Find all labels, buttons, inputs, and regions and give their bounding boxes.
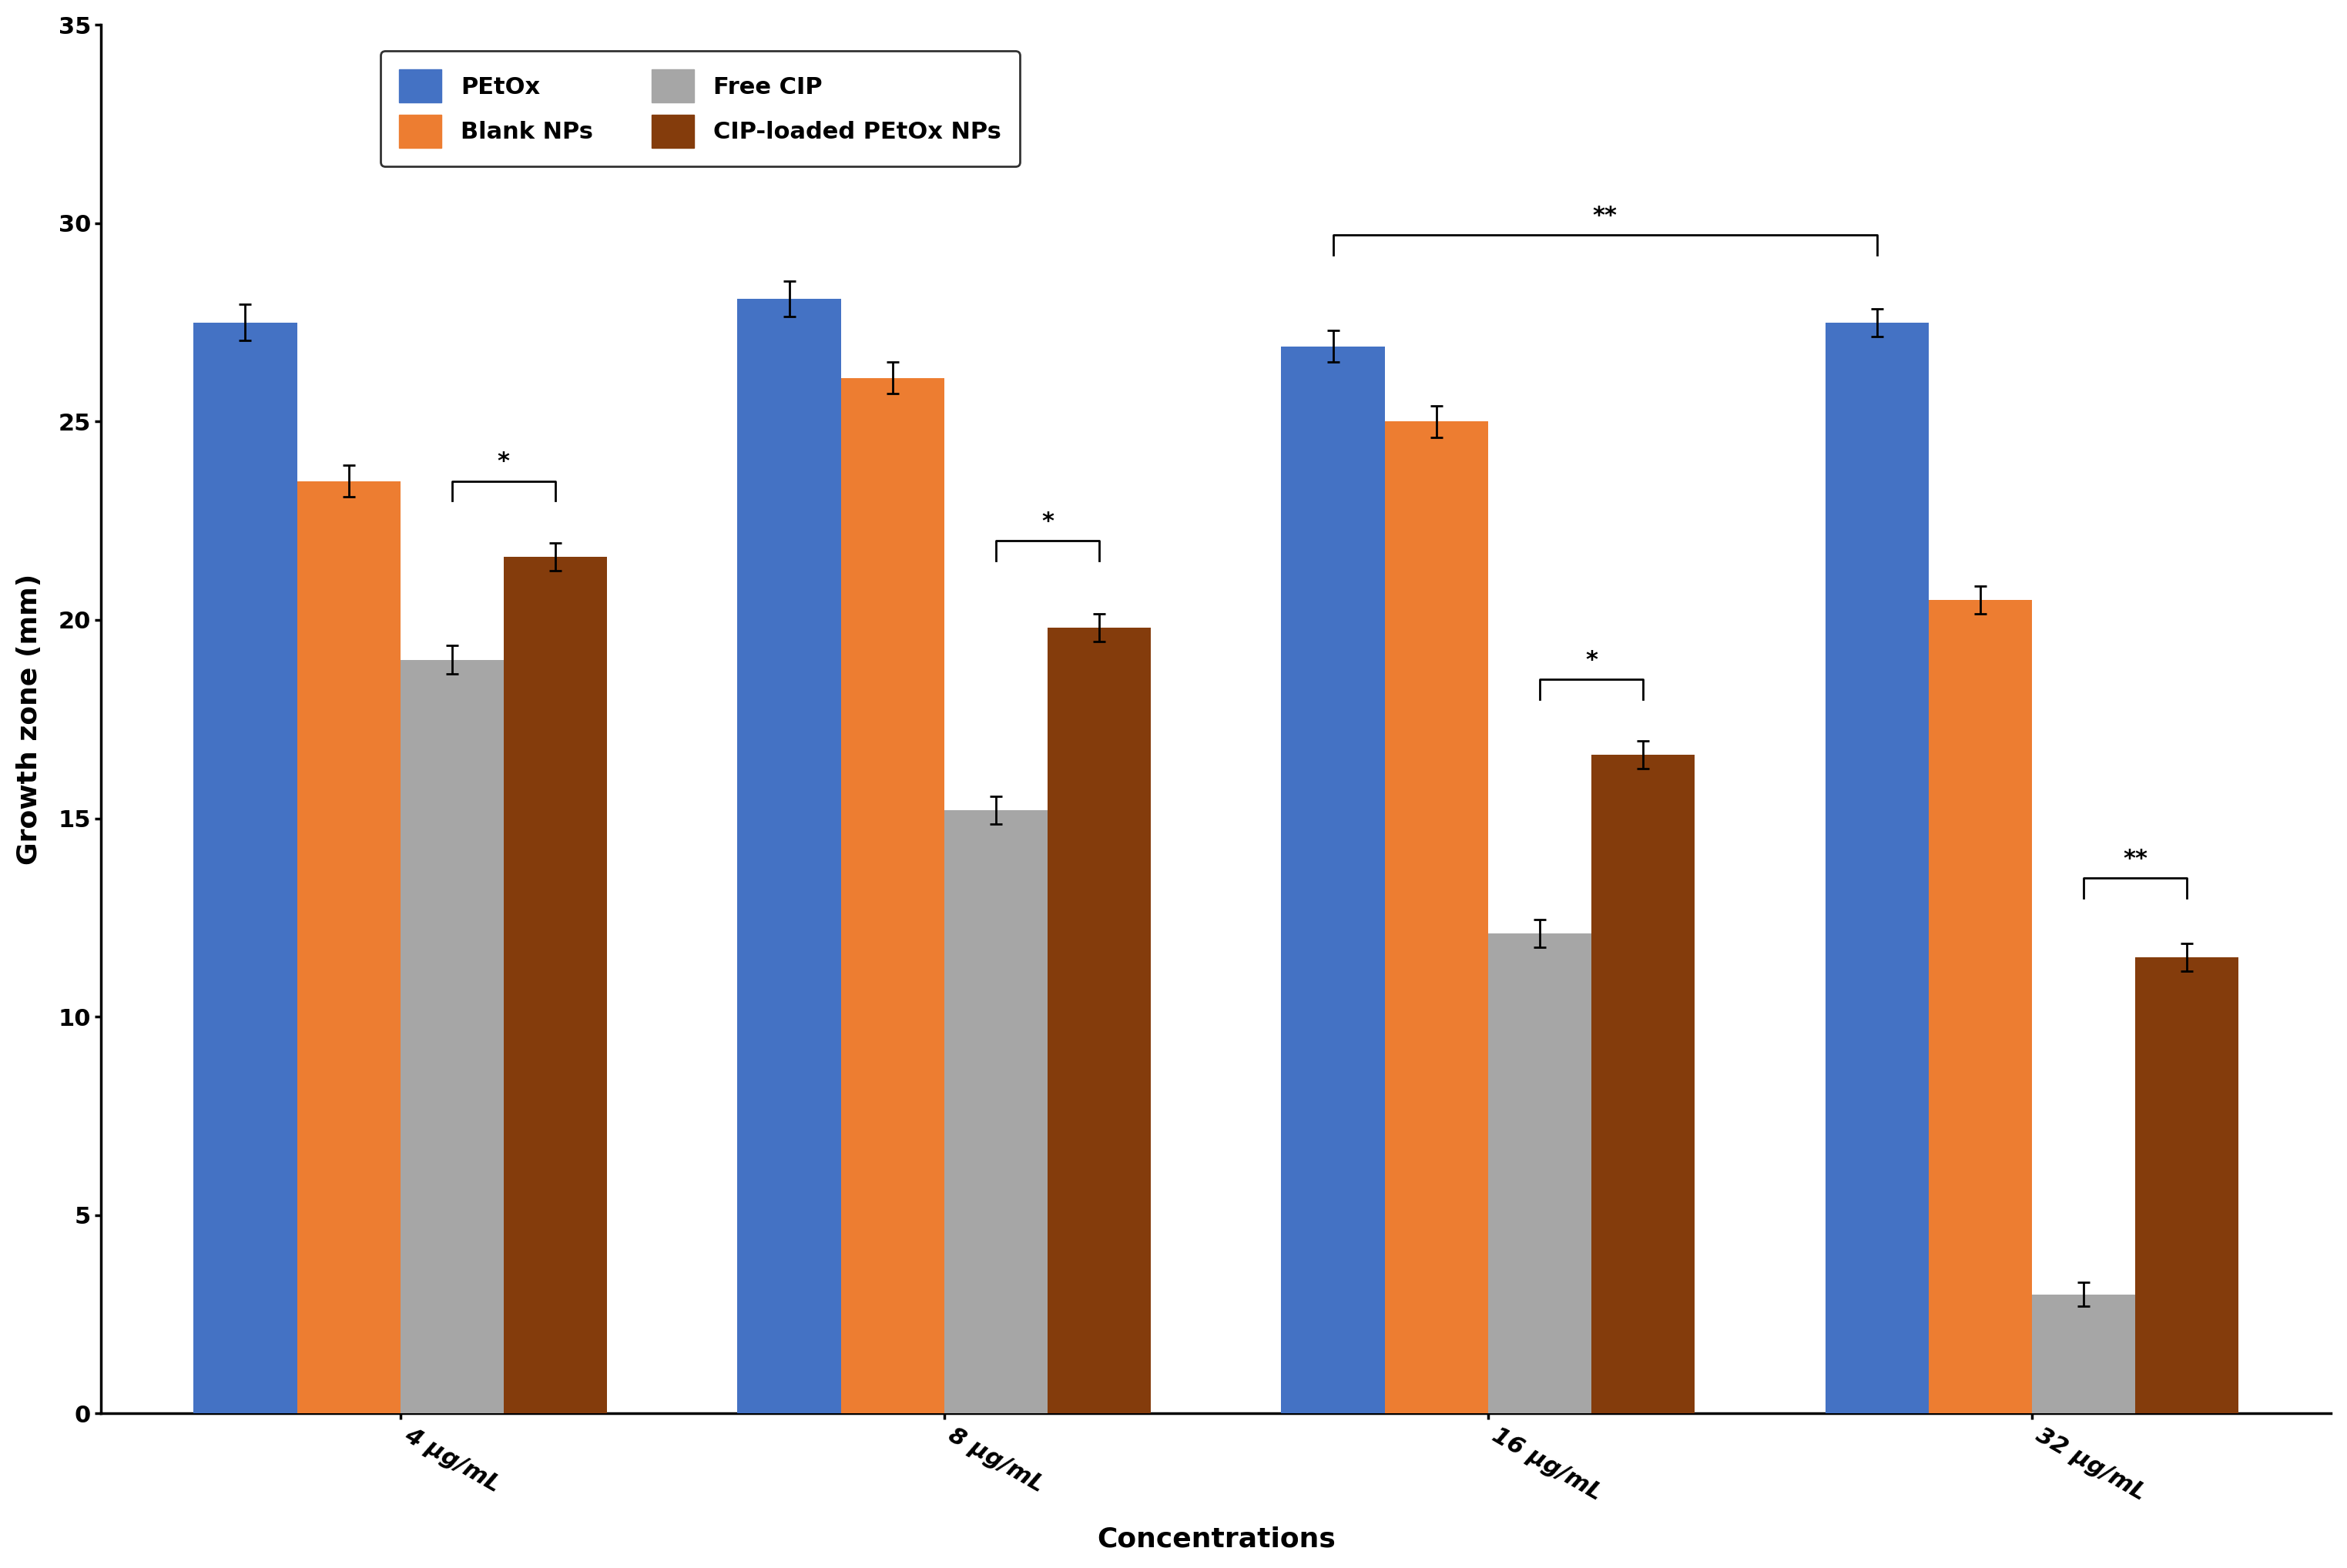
Bar bbox=[401, 660, 505, 1413]
Bar bbox=[943, 811, 1047, 1413]
Bar bbox=[195, 323, 298, 1413]
Text: **: ** bbox=[1594, 205, 1617, 227]
Bar bbox=[1488, 933, 1591, 1413]
Bar bbox=[2033, 1294, 2136, 1413]
Bar bbox=[298, 481, 401, 1413]
Text: **: ** bbox=[2122, 848, 2148, 870]
Text: *: * bbox=[1584, 649, 1598, 671]
Bar bbox=[2136, 956, 2239, 1413]
Bar bbox=[505, 557, 608, 1413]
Bar bbox=[1385, 422, 1488, 1413]
Bar bbox=[840, 378, 943, 1413]
Y-axis label: Growth zone (mm): Growth zone (mm) bbox=[16, 574, 42, 866]
Bar bbox=[1591, 754, 1695, 1413]
Text: *: * bbox=[498, 452, 509, 474]
Bar bbox=[1929, 601, 2033, 1413]
Legend: PEtOx, Blank NPs, Free CIP, CIP-loaded PEtOx NPs: PEtOx, Blank NPs, Free CIP, CIP-loaded P… bbox=[380, 50, 1021, 166]
X-axis label: Concentrations: Concentrations bbox=[1096, 1526, 1335, 1552]
Bar bbox=[737, 298, 840, 1413]
Bar bbox=[1826, 323, 1929, 1413]
Text: *: * bbox=[1042, 510, 1054, 533]
Bar bbox=[1047, 627, 1150, 1413]
Bar bbox=[1281, 347, 1385, 1413]
